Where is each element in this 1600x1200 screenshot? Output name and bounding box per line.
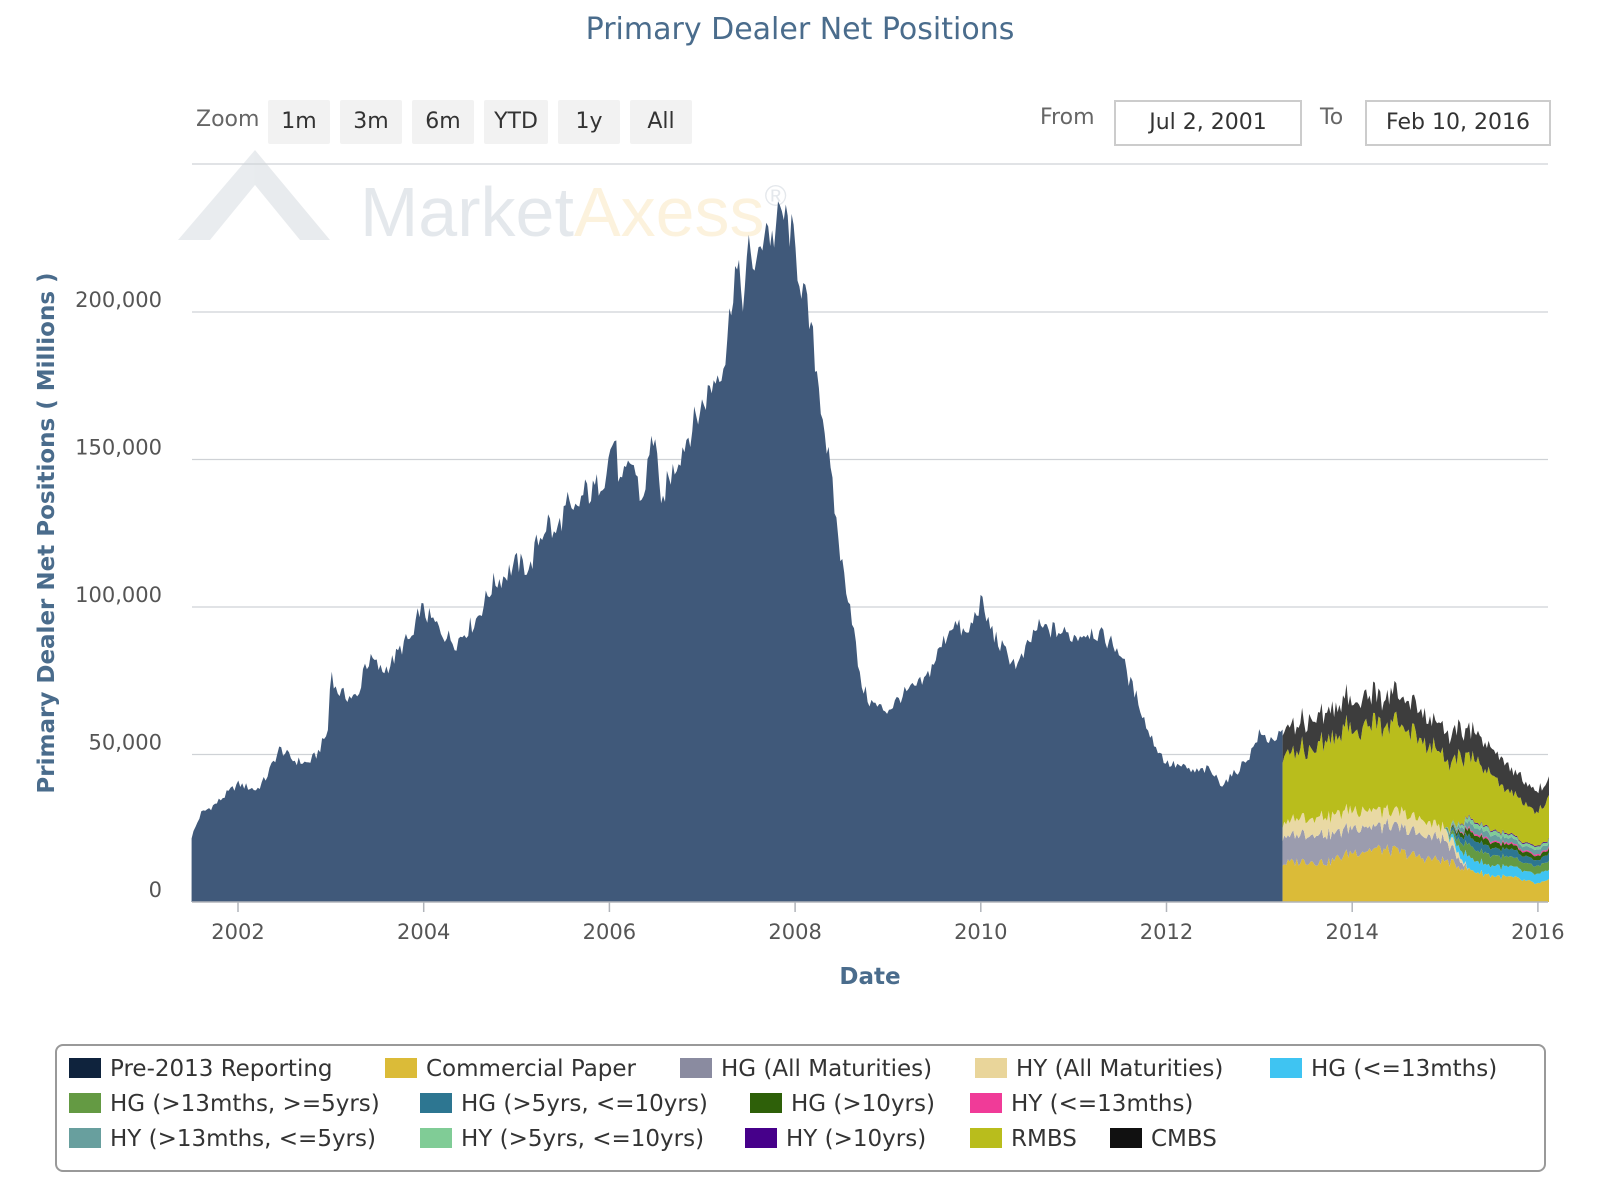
watermark-text-accent: Axess xyxy=(574,173,765,251)
legend-swatch xyxy=(745,1128,777,1148)
y-tick-label: 200,000 xyxy=(75,288,162,312)
zoom-3m-button[interactable]: 3m xyxy=(340,100,402,144)
x-axis-label: Date xyxy=(839,964,900,990)
legend-label: RMBS xyxy=(1011,1126,1077,1152)
watermark-mark: ® xyxy=(765,180,787,213)
legend: Pre-2013 Reporting Commercial Paper HG (Al… xyxy=(55,1044,1546,1172)
zoom-label: Zoom xyxy=(196,107,260,132)
legend-swatch xyxy=(69,1058,101,1078)
legend-label: Commercial Paper xyxy=(426,1056,637,1082)
series-area-pre-2013-reporting[interactable] xyxy=(191,201,1283,902)
legend-swatch xyxy=(385,1058,417,1078)
to-label: To xyxy=(1320,105,1344,130)
zoom-6m-button[interactable]: 6m xyxy=(412,100,474,144)
legend-item-commercial-paper[interactable]: Commercial Paper xyxy=(385,1056,636,1086)
legend-swatch xyxy=(420,1093,452,1113)
legend-item-hg-all-maturities[interactable]: HG (All Maturities) xyxy=(680,1056,932,1086)
series-area-hy-13mths[interactable] xyxy=(1282,803,1549,857)
legend-item-hy-all-maturities[interactable]: HY (All Maturities) xyxy=(975,1056,1223,1086)
legend-label: HY (>5yrs, <=10yrs) xyxy=(461,1126,705,1152)
x-tick-label: 2016 xyxy=(1511,920,1564,944)
series-area-cmbs[interactable] xyxy=(1282,680,1549,815)
legend-label: HG (All Maturities) xyxy=(721,1056,933,1082)
y-axis-label: Primary Dealer Net Positions ( Millions … xyxy=(34,272,60,793)
legend-item-hg-10yrs[interactable]: HG (>10yrs) xyxy=(750,1091,935,1121)
series-area-hg-13mths[interactable] xyxy=(1282,803,1549,885)
from-date-input[interactable]: Jul 2, 2001 xyxy=(1114,100,1302,146)
x-tick-label: 2014 xyxy=(1325,920,1378,944)
chart-title: Primary Dealer Net Positions xyxy=(585,12,1015,47)
legend-swatch xyxy=(680,1058,712,1078)
x-tick-label: 2002 xyxy=(211,920,264,944)
from-label: From xyxy=(1040,105,1095,130)
legend-item-hg-13mths[interactable]: HG (<=13mths) xyxy=(1270,1056,1497,1086)
legend-swatch xyxy=(750,1093,782,1113)
legend-label: Pre-2013 Reporting xyxy=(110,1056,333,1082)
series-area-rmbs[interactable] xyxy=(1282,711,1549,847)
y-tick-label: 150,000 xyxy=(75,436,162,460)
legend-item-hy-13mths-5yrs[interactable]: HY (>13mths, <=5yrs) xyxy=(69,1126,376,1156)
legend-item-hg-13mths-5yrs[interactable]: HG (>13mths, >=5yrs) xyxy=(69,1091,380,1121)
series-area-hy-13mths-5yrs[interactable] xyxy=(1282,803,1549,855)
zoom-1y-button[interactable]: 1y xyxy=(558,100,620,144)
y-tick-label: 0 xyxy=(149,878,162,902)
legend-label: HY (>10yrs) xyxy=(786,1126,927,1152)
legend-swatch xyxy=(970,1128,1002,1148)
series-layer xyxy=(191,201,1549,902)
legend-label: CMBS xyxy=(1151,1126,1217,1152)
legend-item-hy-13mths[interactable]: HY (<=13mths) xyxy=(970,1091,1193,1121)
y-tick-label: 50,000 xyxy=(89,731,162,755)
series-area-hy-5yrs-10yrs[interactable] xyxy=(1282,803,1549,851)
legend-swatch xyxy=(970,1093,1002,1113)
x-tick-label: 2012 xyxy=(1140,920,1193,944)
legend-swatch xyxy=(69,1093,101,1113)
legend-label: HG (>5yrs, <=10yrs) xyxy=(461,1091,708,1117)
legend-label: HG (<=13mths) xyxy=(1311,1056,1498,1082)
watermark-logo: MarketAxess® xyxy=(178,150,787,251)
x-tick-label: 2008 xyxy=(768,920,821,944)
chart-area[interactable]: MarketAxess® 2002 2004 2006 2008 2010 2012 201… xyxy=(0,0,1600,1040)
zoom-ytd-button[interactable]: YTD xyxy=(484,100,548,144)
legend-swatch xyxy=(1110,1128,1142,1148)
series-area-hy-all-maturities[interactable] xyxy=(1282,803,1549,885)
legend-label: HG (>10yrs) xyxy=(791,1091,935,1117)
zoom-all-button[interactable]: All xyxy=(630,100,692,144)
x-tick-label: 2010 xyxy=(954,920,1007,944)
legend-item-pre-2013-reporting[interactable]: Pre-2013 Reporting xyxy=(69,1056,333,1086)
series-area-hg-all-maturities[interactable] xyxy=(1282,818,1549,885)
legend-label: HG (>13mths, >=5yrs) xyxy=(110,1091,380,1117)
legend-item-hg-5yrs-10yrs[interactable]: HG (>5yrs, <=10yrs) xyxy=(420,1091,708,1121)
legend-item-hy-10yrs[interactable]: HY (>10yrs) xyxy=(745,1126,926,1156)
legend-label: HY (<=13mths) xyxy=(1011,1091,1194,1117)
legend-item-cmbs[interactable]: CMBS xyxy=(1110,1126,1217,1156)
watermark-mountain-icon xyxy=(178,150,330,240)
legend-item-hy-5yrs-10yrs[interactable]: HY (>5yrs, <=10yrs) xyxy=(420,1126,704,1156)
series-area-commercial-paper[interactable] xyxy=(1282,844,1549,902)
legend-swatch xyxy=(420,1128,452,1148)
legend-label: HY (All Maturities) xyxy=(1016,1056,1224,1082)
watermark-text-main: Market xyxy=(360,173,574,251)
x-tick-label: 2006 xyxy=(583,920,636,944)
axes: 2002 2004 2006 2008 2010 2012 2014 2016 0 50,000 1… xyxy=(75,288,1564,944)
y-tick-label: 100,000 xyxy=(75,583,162,607)
x-tick-label: 2004 xyxy=(397,920,450,944)
svg-text:MarketAxess®: MarketAxess® xyxy=(360,173,787,251)
legend-swatch xyxy=(69,1128,101,1148)
zoom-1m-button[interactable]: 1m xyxy=(268,100,330,144)
legend-swatch xyxy=(975,1058,1007,1078)
series-area-hg-5yrs-10yrs[interactable] xyxy=(1282,803,1549,867)
to-date-input[interactable]: Feb 10, 2016 xyxy=(1365,100,1551,146)
legend-label: HY (>13mths, <=5yrs) xyxy=(110,1126,376,1152)
legend-swatch xyxy=(1270,1058,1302,1078)
series-area-hg-10yrs[interactable] xyxy=(1282,803,1549,861)
series-area-hg-13mths-5yrs[interactable] xyxy=(1282,803,1549,875)
legend-item-rmbs[interactable]: RMBS xyxy=(970,1126,1077,1156)
